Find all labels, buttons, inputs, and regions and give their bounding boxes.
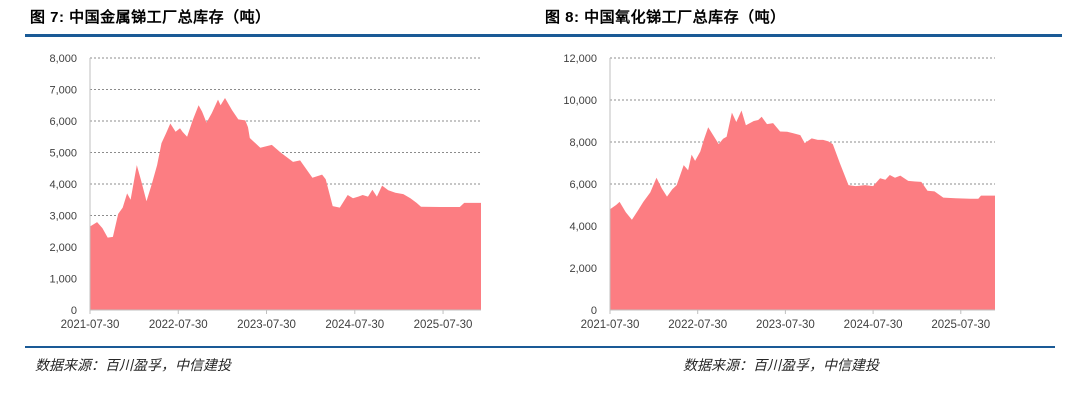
x-tick-label: 2021-07-30 [61,319,120,331]
y-tick-label: 1,000 [49,274,77,286]
figure-7-source-note: 数据来源：百川盈孚，中信建投 [35,359,231,374]
y-tick-label: 4,000 [49,179,77,191]
y-tick-label: 8,000 [569,137,597,149]
y-tick-label: 0 [591,305,597,317]
figure-8-source-note: 数据来源：百川盈孚，中信建投 [683,359,879,374]
y-tick-label: 5,000 [49,148,77,160]
figure-7-area-chart: 0 1,000 2,000 3,000 4,000 5,000 6,000 7,000 8,00… [0,46,540,346]
y-tick-label: 2,000 [49,242,77,254]
figure-7-title: 图 7: 中国金属锑工厂总库存（吨） [30,9,271,26]
figure-8-block: 图 8: 中国氧化锑工厂总库存（吨） 0 2,000 4,000 6,000 8,000… [540,0,1080,401]
y-tick-label: 0 [71,305,77,317]
y-tick-label: 8,000 [49,53,77,65]
y-tick-label: 12,000 [563,53,597,65]
x-tick-label: 2021-07-30 [581,319,640,331]
figure-8-area-chart: 0 2,000 4,000 6,000 8,000 10,000 12,000 2021-07… [540,46,1080,346]
title-divider-rule [25,34,1062,37]
chart-svg: 0 1,000 2,000 3,000 4,000 5,000 6,000 7,000 8,00… [49,53,481,331]
x-tick-label: 2024-07-30 [844,319,903,331]
y-tick-label: 2,000 [569,263,597,275]
y-tick-label: 10,000 [563,95,597,107]
x-tick-label: 2024-07-30 [325,319,384,331]
source-divider-rule [25,346,1055,348]
inventory-area-series [90,98,481,310]
figure-7-block: 图 7: 中国金属锑工厂总库存（吨） 0 1,000 2,000 3,000 4,000… [0,9,540,374]
inventory-area-series [610,110,995,310]
y-tick-label: 6,000 [569,179,597,191]
figure-8-title: 图 8: 中国氧化锑工厂总库存（吨） [545,9,786,26]
x-tick-label: 2022-07-30 [668,319,727,331]
y-tick-label: 4,000 [569,221,597,233]
y-tick-label: 3,000 [49,211,77,223]
x-tick-label: 2022-07-30 [149,319,208,331]
x-tick-label: 2023-07-30 [237,319,296,331]
y-tick-label: 6,000 [49,116,77,128]
x-tick-label: 2025-07-30 [414,319,473,331]
x-tick-label: 2025-07-30 [931,319,990,331]
x-tick-label: 2023-07-30 [756,319,815,331]
y-tick-label: 7,000 [49,85,77,97]
chart-svg: 0 2,000 4,000 6,000 8,000 10,000 12,000 2021-07… [563,53,995,331]
